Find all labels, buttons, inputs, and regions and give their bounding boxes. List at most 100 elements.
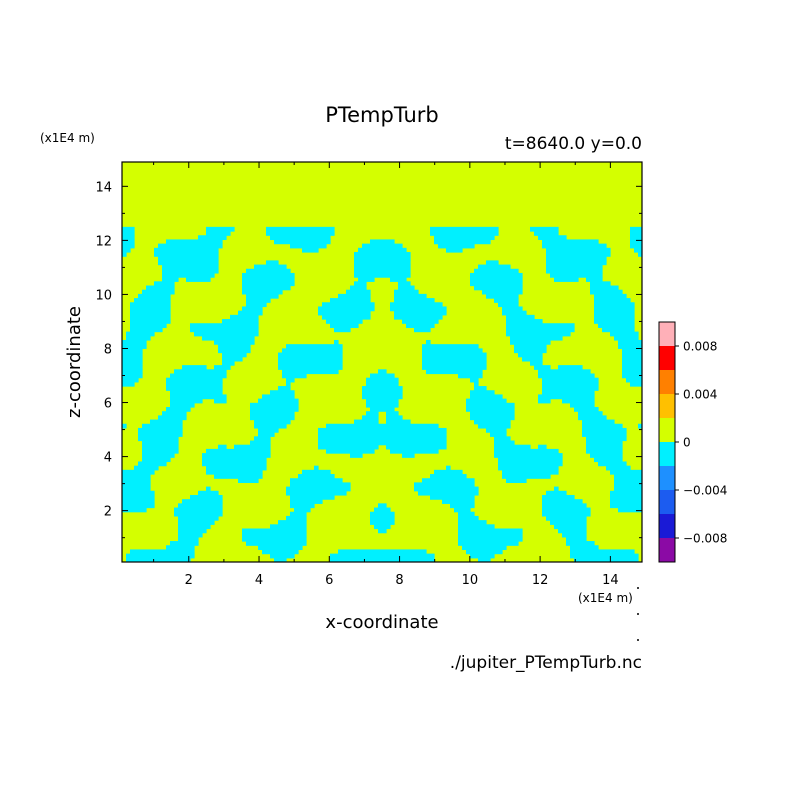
heatmap-cell <box>162 411 187 416</box>
heatmap-cell <box>422 344 479 349</box>
heatmap-cell <box>266 260 279 266</box>
heatmap-cell <box>122 352 143 358</box>
heatmap-cell <box>478 423 511 429</box>
heatmap-cell <box>122 503 155 509</box>
heatmap-cell <box>182 365 207 370</box>
heatmap-cell <box>122 373 143 379</box>
heatmap-cell <box>422 348 483 354</box>
heatmap-cell <box>594 298 631 303</box>
x-axis-label: x-coordinate <box>325 612 438 633</box>
heatmap-cell <box>394 314 443 320</box>
heatmap-cell <box>122 243 135 249</box>
heatmap-cell <box>238 478 259 484</box>
heatmap-cell <box>246 293 279 299</box>
heatmap-cell <box>466 407 515 412</box>
colorbar-swatch <box>659 370 675 394</box>
heatmap-cell <box>430 494 475 500</box>
heatmap-cell <box>130 310 171 316</box>
heatmap-cell <box>214 339 255 345</box>
heatmap-cell <box>414 482 475 488</box>
heatmap-cell <box>622 356 642 362</box>
heatmap-cell <box>510 339 551 345</box>
heatmap-cell <box>290 511 307 517</box>
heatmap-cell <box>586 440 623 446</box>
heatmap-cell <box>538 394 595 400</box>
heatmap-cell <box>482 289 523 295</box>
heatmap-cell <box>286 381 291 387</box>
heatmap-cell <box>290 478 343 484</box>
heatmap-cell <box>414 327 431 333</box>
heatmap-cell <box>542 390 595 396</box>
heatmap-cell <box>242 306 263 312</box>
heatmap-cell <box>498 465 559 471</box>
heatmap-cell <box>146 285 175 291</box>
heatmap-cell <box>390 306 447 312</box>
heatmap-cell <box>122 381 135 387</box>
heatmap-cell <box>370 520 395 525</box>
heatmap-cell <box>614 474 642 479</box>
colorbar-swatch <box>659 346 675 370</box>
heatmap-cell <box>282 373 307 379</box>
heatmap-cell <box>378 528 387 534</box>
heatmap-cell <box>218 348 251 354</box>
x-tick-label: 4 <box>255 573 263 588</box>
heatmap-cell <box>222 360 235 366</box>
heatmap-cell <box>166 407 191 412</box>
heatmap-cell <box>610 503 642 509</box>
x-tick-label: 8 <box>395 573 403 588</box>
heatmap-cell <box>582 432 627 437</box>
heatmap-cell <box>170 394 227 400</box>
heatmap-cell <box>458 520 487 525</box>
heatmap-cell <box>166 381 223 387</box>
heatmap-cell <box>614 478 642 484</box>
heatmap-cell <box>594 306 635 312</box>
heatmap-cell <box>506 319 543 324</box>
heatmap-cell <box>594 293 627 299</box>
y-tick-label: 6 <box>104 397 112 412</box>
heatmap-cell <box>506 331 571 337</box>
heatmap-cell <box>122 239 135 245</box>
heatmap-cell <box>122 365 143 370</box>
heatmap-cell <box>634 247 642 253</box>
heatmap-cell <box>422 365 487 370</box>
heatmap-cell <box>442 499 475 504</box>
heatmap-cell <box>434 469 463 475</box>
heatmap-cell <box>250 415 295 421</box>
heatmap-cell <box>138 293 171 299</box>
heatmap-cell <box>534 365 551 370</box>
heatmap-cell <box>134 298 171 303</box>
heatmap-cell <box>206 226 235 232</box>
heatmap-cell <box>514 348 547 354</box>
heatmap-cell <box>570 545 599 551</box>
heatmap-cell <box>414 486 479 492</box>
heatmap-cell <box>542 494 575 500</box>
heatmap-cell <box>370 511 395 517</box>
heatmap-cell <box>122 231 135 236</box>
heatmap-cell <box>638 252 642 257</box>
heatmap-cell <box>362 415 379 421</box>
heatmap-cell <box>154 252 219 257</box>
heatmap-cell <box>538 373 595 379</box>
heatmap-cell <box>610 469 642 475</box>
heatmap-cell <box>566 541 595 546</box>
heatmap-cell <box>122 494 155 500</box>
heatmap-cell <box>470 553 495 559</box>
heatmap-cell <box>586 448 623 454</box>
heatmap-cell <box>522 356 543 362</box>
heatmap-cell <box>258 427 279 433</box>
heatmap-cell <box>630 243 642 249</box>
heatmap-cell <box>334 327 351 333</box>
heatmap-cell <box>386 415 403 421</box>
heatmap-cell <box>290 494 335 500</box>
heatmap-cell <box>330 323 359 329</box>
heatmap-cell <box>458 528 523 534</box>
heatmap-cell <box>206 469 263 475</box>
heatmap-cell <box>178 532 203 538</box>
heatmap-cell <box>554 486 559 492</box>
heatmap-cell <box>130 327 163 333</box>
heatmap-cell <box>622 348 642 354</box>
heatmap-cell <box>130 314 171 320</box>
heatmap-cell <box>282 348 343 354</box>
heatmap-cell <box>474 386 487 391</box>
heatmap-cell <box>286 377 295 383</box>
